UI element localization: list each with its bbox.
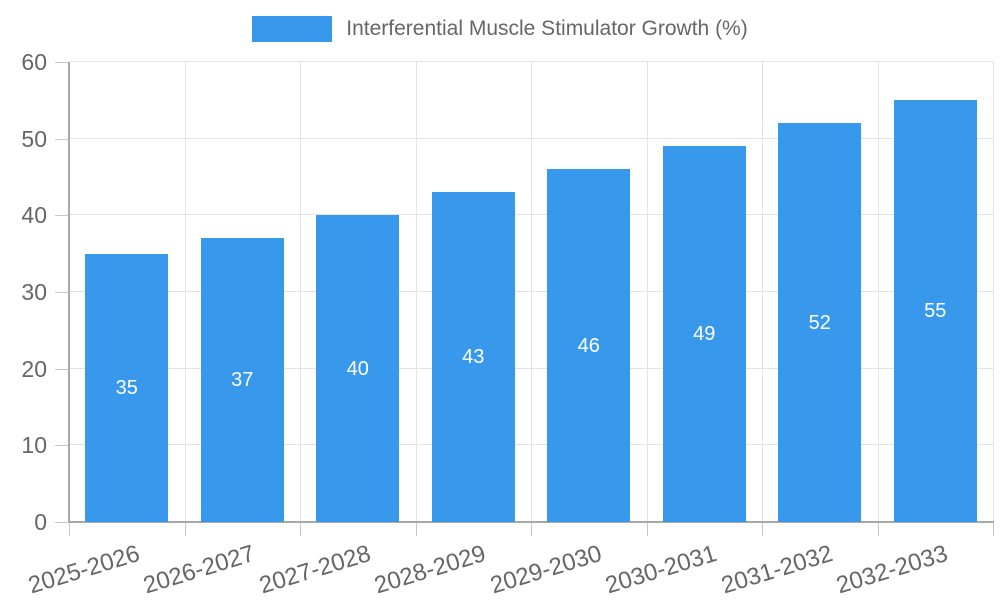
bar [547,169,631,522]
y-tick-label: 60 [21,49,47,75]
y-tick-label: 20 [21,356,47,382]
x-tick-mark [647,522,648,536]
legend-swatch [252,16,333,42]
bar-value-label: 46 [577,334,600,357]
bar-value-label: 43 [462,346,485,369]
x-tick-mark [531,522,532,536]
bar-value-label: 52 [808,311,831,334]
bar-value-label: 40 [346,357,369,380]
y-tick-mark [55,215,69,216]
chart-legend-item[interactable]: Interferential Muscle Stimulator Growth … [0,14,1000,44]
x-tick-mark [878,522,879,536]
x-tick-mark [185,522,186,536]
bar-value-label: 55 [924,300,947,323]
x-tick-mark [300,522,301,536]
bar [200,238,284,522]
x-axis-line [68,521,994,523]
v-gridline [531,62,532,522]
bar-value-label: 37 [231,369,254,392]
y-tick-mark [55,139,69,140]
bar-value-label: 49 [693,323,716,346]
v-gridline [878,62,879,522]
bar [431,192,515,522]
v-gridline [416,62,417,522]
y-tick-mark [55,445,69,446]
h-gridline [69,61,993,62]
y-tick-label: 30 [21,279,47,305]
v-gridline [300,62,301,522]
y-tick-label: 50 [21,126,47,152]
v-gridline [185,62,186,522]
y-tick-label: 0 [34,509,47,535]
v-gridline [993,62,994,522]
legend-label: Interferential Muscle Stimulator Growth … [346,17,748,40]
x-tick-mark [69,522,70,536]
bar [778,123,862,522]
x-tick-mark [416,522,417,536]
x-tick-mark [762,522,763,536]
y-tick-label: 40 [21,202,47,228]
bar [893,100,977,522]
y-tick-label: 10 [21,432,47,458]
y-axis-line [68,62,70,522]
bar [85,253,169,522]
y-tick-mark [55,292,69,293]
v-gridline [647,62,648,522]
y-tick-mark [55,369,69,370]
bar-value-label: 35 [115,376,138,399]
y-tick-mark [55,62,69,63]
y-tick-mark [55,522,69,523]
bar [662,146,746,522]
x-tick-mark [993,522,994,536]
v-gridline [762,62,763,522]
bar [316,215,400,522]
